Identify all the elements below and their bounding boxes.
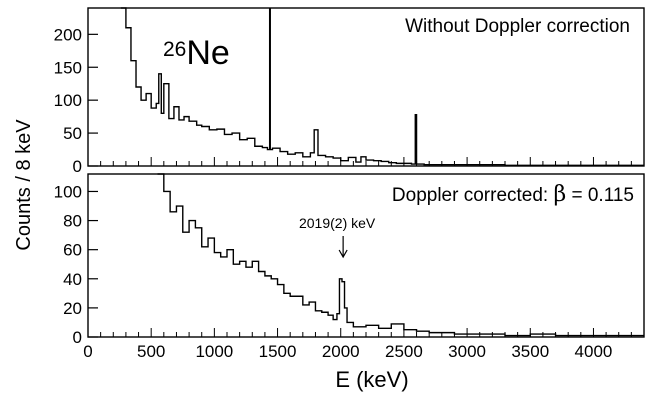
nucleus-symbol: Ne [186,34,229,72]
doppler-label: Doppler corrected: [392,185,548,206]
peak-label: 2019(2) keV [299,215,376,231]
bottom-x-tick-label: 500 [137,342,165,361]
beta-symbol: β [553,182,566,207]
bottom-x-tick-label: 3000 [448,342,486,361]
bottom-x-ticks: 0 500 1000 1500 2000 2500 3000 3500 4000 [83,328,645,361]
top-annotation: Without Doppler correction [405,16,630,37]
nucleus-label: 26Ne [163,34,230,72]
y-axis-label: Counts / 8 keV [13,119,35,251]
bottom-y-tick-label: 0 [73,328,82,347]
bottom-x-tick-label: 2500 [385,342,423,361]
top-y-tick-label: 100 [54,91,82,110]
peak-arrow-head [338,249,348,259]
top-spectrum-line [120,7,644,167]
beta-value: = 0.115 [571,185,634,206]
bottom-panel-frame [87,173,645,338]
bottom-panel: 0 20 40 60 80 100 0 500 1000 1500 2000 2500 3000 350… [54,173,645,361]
top-y-tick-label: 200 [54,25,82,44]
bottom-x-tick-label: 3500 [511,342,549,361]
bottom-y-tick-label: 80 [63,212,82,231]
bottom-x-tick-label: 2000 [322,342,360,361]
bottom-x-tick-label: 1500 [259,342,297,361]
bottom-y-ticks: 0 20 40 60 80 100 [54,182,98,347]
top-y-tick-label: 50 [63,124,82,143]
nucleus-mass-number: 26 [163,38,186,61]
bottom-x-tick-label: 4000 [575,342,613,361]
bottom-y-tick-label: 40 [63,270,82,289]
bottom-x-tick-label: 0 [83,342,92,361]
top-y-tick-label: 0 [73,157,82,176]
bottom-y-tick-label: 20 [63,299,82,318]
bottom-y-tick-label: 100 [54,182,82,201]
top-y-ticks: 0 50 100 150 200 [54,25,98,176]
bottom-spectrum-line [157,173,644,337]
bottom-y-tick-label: 60 [63,241,82,260]
top-panel-frame [87,7,645,167]
top-y-tick-label: 150 [54,58,82,77]
bottom-x-tick-label: 1000 [195,342,233,361]
x-axis-label: E (keV) [335,367,408,392]
bottom-annotation: Doppler corrected: β = 0.115 [392,182,634,207]
